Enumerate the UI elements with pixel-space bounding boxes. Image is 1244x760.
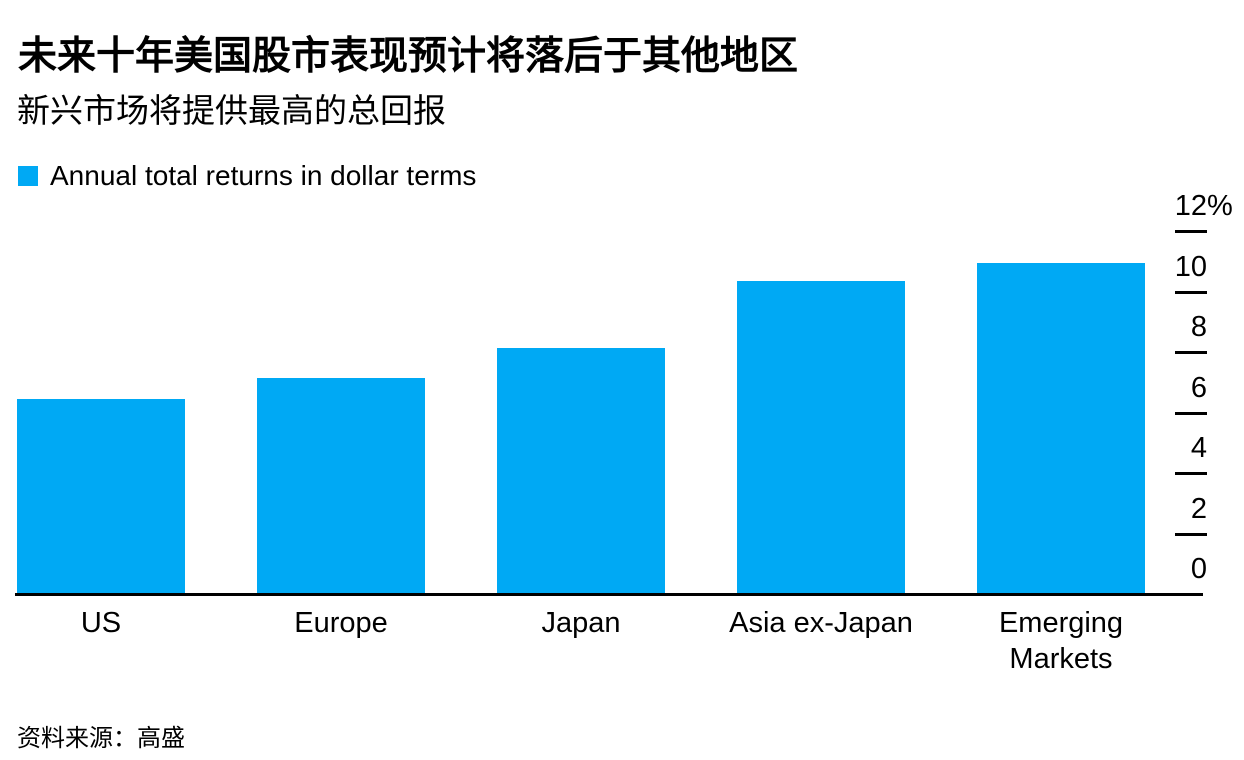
x-axis-label-asia-ex-japan: Asia ex-Japan: [729, 607, 913, 639]
y-axis-label-value: 0: [1190, 553, 1207, 585]
bar-asia-ex-japan: [737, 281, 905, 593]
x-axis-baseline: [15, 593, 1203, 596]
y-axis-label-value: 8: [1190, 311, 1207, 343]
y-axis-label-value: 10: [1174, 251, 1207, 283]
x-axis-label-us: US: [80, 607, 122, 639]
y-axis-tick-2: [1175, 533, 1207, 536]
legend-label: Annual total returns in dollar terms: [50, 160, 477, 191]
x-axis-label-japan: Japan: [541, 607, 621, 639]
y-axis-tick-10: [1175, 291, 1207, 294]
bar-us: [17, 399, 185, 593]
bar-emerging-markets: [977, 263, 1145, 593]
bar-europe: [257, 378, 425, 593]
y-axis-label-0: 0: [1191, 555, 1207, 584]
x-axis-label-emerging-markets: Emerging Markets: [998, 607, 1124, 675]
y-axis-label-8: 8: [1191, 313, 1207, 342]
source-note: 资料来源：高盛: [17, 725, 185, 752]
y-axis-label-value: 4: [1190, 432, 1207, 464]
chart-subtitle: 新兴市场将提供最高的总回报: [17, 92, 446, 129]
y-axis-label-4: 4: [1191, 434, 1207, 463]
y-axis-tick-6: [1175, 412, 1207, 415]
y-axis-label-6: 6: [1191, 374, 1207, 403]
chart-title: 未来十年美国股市表现预计将落后于其他地区: [18, 35, 799, 78]
y-axis-label-value: 12: [1174, 190, 1207, 222]
y-axis-label-2: 2: [1191, 495, 1207, 524]
legend-swatch-icon: [18, 166, 38, 186]
legend: Annual total returns in dollar terms: [18, 160, 476, 192]
y-axis-unit-suffix: %: [1207, 190, 1233, 222]
y-axis-tick-4: [1175, 472, 1207, 475]
bar-japan: [497, 348, 665, 593]
y-axis-label-value: 2: [1190, 493, 1207, 525]
y-axis-label-12: 12%: [1174, 190, 1233, 222]
x-axis-label-europe: Europe: [294, 607, 388, 639]
y-axis-tick-8: [1175, 351, 1207, 354]
y-axis-label-10: 10: [1175, 253, 1207, 282]
y-axis-label-value: 6: [1190, 372, 1207, 404]
y-axis-tick-12: [1175, 230, 1207, 233]
